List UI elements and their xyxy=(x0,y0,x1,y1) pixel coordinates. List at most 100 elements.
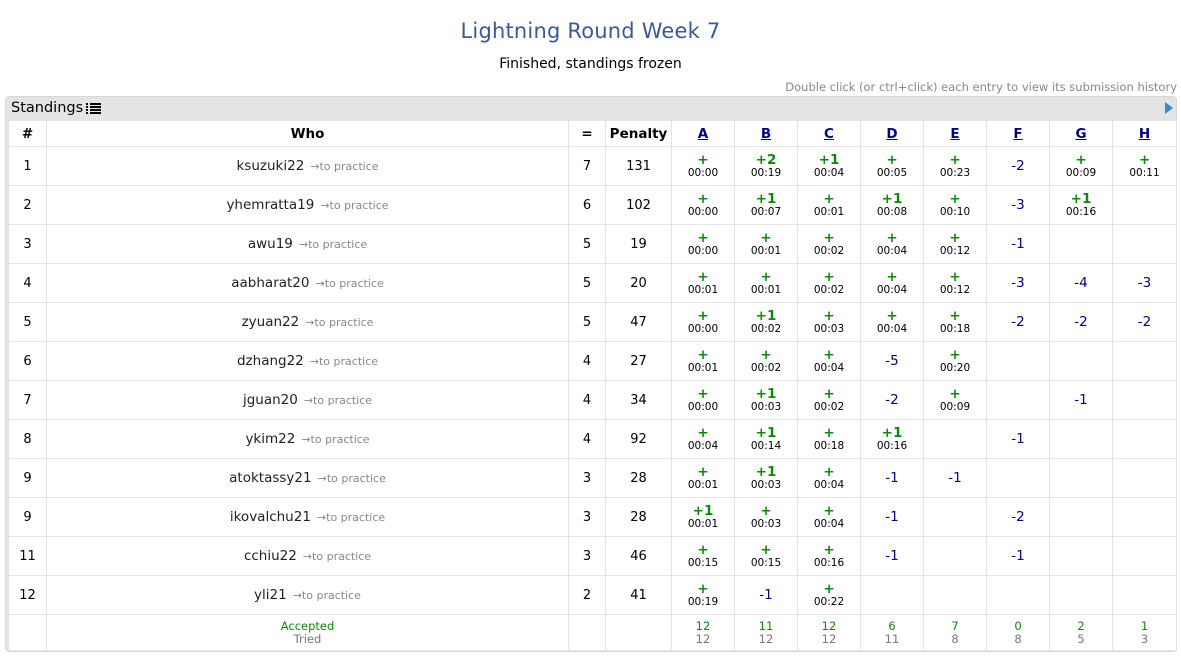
problem-link-d[interactable]: D xyxy=(886,125,898,142)
problem-link-c[interactable]: C xyxy=(824,125,834,142)
list-icon[interactable] xyxy=(86,103,101,115)
to-practice-link[interactable]: →to practice xyxy=(320,199,389,212)
username[interactable]: awu19 xyxy=(247,236,293,252)
result-cell-b[interactable]: +1 00:03 xyxy=(734,458,798,498)
result-cell-f[interactable] xyxy=(986,458,1050,498)
result-cell-b[interactable]: +1 00:14 xyxy=(734,419,798,459)
result-cell-b[interactable]: +00:01 xyxy=(734,224,798,264)
table-row[interactable]: 4 aabharat20 →to practice 5 20 +00:01 +00:01 +0… xyxy=(8,263,1177,303)
result-cell-g[interactable] xyxy=(1049,575,1113,615)
result-cell-b[interactable]: +00:01 xyxy=(734,263,798,303)
result-cell-h[interactable] xyxy=(1112,380,1177,420)
result-cell-b[interactable]: +2 00:19 xyxy=(734,146,798,186)
result-cell-a[interactable]: +00:15 xyxy=(671,536,735,576)
result-cell-g[interactable]: +1 00:16 xyxy=(1049,185,1113,225)
result-cell-f[interactable]: -1 xyxy=(986,224,1050,264)
result-cell-h[interactable] xyxy=(1112,536,1177,576)
table-row[interactable]: 6 dzhang22 →to practice 4 27 +00:01 +00:02 +00:… xyxy=(8,341,1177,381)
result-cell-e[interactable]: +00:23 xyxy=(923,146,987,186)
to-practice-link[interactable]: →to practice xyxy=(315,277,384,290)
result-cell-f[interactable]: -2 xyxy=(986,497,1050,537)
to-practice-link[interactable]: →to practice xyxy=(302,550,372,563)
result-cell-e[interactable]: -1 xyxy=(923,458,987,498)
table-row[interactable]: 8 ykim22 →to practice 4 92 +00:04 +1 00:14 +00:1… xyxy=(8,419,1177,459)
result-cell-c[interactable]: +00:02 xyxy=(797,380,861,420)
problem-link-g[interactable]: G xyxy=(1075,125,1087,142)
result-cell-b[interactable]: -1 xyxy=(734,575,798,615)
result-cell-c[interactable]: +00:02 xyxy=(797,224,861,264)
table-row[interactable]: 12 yli21 →to practice 2 41 +00:19 -1 +00:22 xyxy=(8,575,1177,615)
table-row[interactable]: 11 cchiu22 →to practice 3 46 +00:15 +00:15 +00:… xyxy=(8,536,1177,576)
result-cell-g[interactable] xyxy=(1049,224,1113,264)
result-cell-a[interactable]: +1 00:01 xyxy=(671,497,735,537)
result-cell-d[interactable] xyxy=(860,575,924,615)
result-cell-f[interactable]: -2 xyxy=(986,302,1050,342)
table-row[interactable]: 2 yhemratta19 →to practice 6 102 +00:00 +1 00:0… xyxy=(8,185,1177,225)
result-cell-h[interactable] xyxy=(1112,497,1177,537)
table-row[interactable]: 1 ksuzuki22 →to practice 7 131 +00:00 +2 00:19 +… xyxy=(8,146,1177,186)
result-cell-c[interactable]: +1 00:04 xyxy=(797,146,861,186)
username[interactable]: atoktassy21 xyxy=(229,470,312,486)
result-cell-a[interactable]: +00:19 xyxy=(671,575,735,615)
result-cell-f[interactable]: -2 xyxy=(986,146,1050,186)
problem-link-e[interactable]: E xyxy=(950,125,960,142)
result-cell-e[interactable]: +00:18 xyxy=(923,302,987,342)
result-cell-a[interactable]: +00:01 xyxy=(671,263,735,303)
problem-link-b[interactable]: B xyxy=(760,125,772,142)
result-cell-b[interactable]: +1 00:02 xyxy=(734,302,798,342)
to-practice-link[interactable]: →to practice xyxy=(309,355,379,368)
result-cell-a[interactable]: +00:04 xyxy=(671,419,735,459)
result-cell-c[interactable]: +00:04 xyxy=(797,458,861,498)
result-cell-c[interactable]: +00:01 xyxy=(797,185,861,225)
result-cell-h[interactable] xyxy=(1112,341,1177,381)
table-row[interactable]: 7 jguan20 →to practice 4 34 +00:00 +1 00:03 +00:… xyxy=(8,380,1177,420)
problem-link-h[interactable]: H xyxy=(1138,125,1151,142)
result-cell-a[interactable]: +00:00 xyxy=(671,185,735,225)
username[interactable]: aabharat20 xyxy=(231,275,310,291)
to-practice-link[interactable]: →to practice xyxy=(292,589,361,602)
result-cell-g[interactable]: +00:09 xyxy=(1049,146,1113,186)
result-cell-d[interactable]: +00:04 xyxy=(860,224,924,264)
result-cell-f[interactable]: -3 xyxy=(986,263,1050,303)
result-cell-e[interactable] xyxy=(923,419,987,459)
result-cell-h[interactable]: -3 xyxy=(1112,263,1177,303)
to-practice-link[interactable]: →to practice xyxy=(316,511,386,524)
result-cell-h[interactable]: -2 xyxy=(1112,302,1177,342)
problem-link-a[interactable]: A xyxy=(697,125,709,142)
result-cell-f[interactable] xyxy=(986,575,1050,615)
result-cell-b[interactable]: +00:03 xyxy=(734,497,798,537)
result-cell-a[interactable]: +00:00 xyxy=(671,146,735,186)
result-cell-f[interactable]: -1 xyxy=(986,419,1050,459)
result-cell-e[interactable]: +00:10 xyxy=(923,185,987,225)
to-practice-link[interactable]: →to practice xyxy=(305,316,374,329)
result-cell-b[interactable]: +1 00:07 xyxy=(734,185,798,225)
result-cell-h[interactable]: +00:11 xyxy=(1112,146,1177,186)
result-cell-c[interactable]: +00:04 xyxy=(797,341,861,381)
username[interactable]: ksuzuki22 xyxy=(236,158,305,174)
result-cell-d[interactable]: +00:04 xyxy=(860,263,924,303)
result-cell-d[interactable]: -2 xyxy=(860,380,924,420)
result-cell-h[interactable] xyxy=(1112,419,1177,459)
result-cell-g[interactable]: -4 xyxy=(1049,263,1113,303)
result-cell-c[interactable]: +00:18 xyxy=(797,419,861,459)
result-cell-e[interactable]: +00:12 xyxy=(923,224,987,264)
result-cell-e[interactable] xyxy=(923,536,987,576)
result-cell-e[interactable]: +00:12 xyxy=(923,263,987,303)
result-cell-g[interactable]: -2 xyxy=(1049,302,1113,342)
result-cell-d[interactable]: +1 00:16 xyxy=(860,419,924,459)
result-cell-g[interactable] xyxy=(1049,458,1113,498)
result-cell-c[interactable]: +00:04 xyxy=(797,497,861,537)
result-cell-d[interactable]: -5 xyxy=(860,341,924,381)
result-cell-g[interactable]: -1 xyxy=(1049,380,1113,420)
result-cell-a[interactable]: +00:00 xyxy=(671,224,735,264)
result-cell-a[interactable]: +00:00 xyxy=(671,380,735,420)
result-cell-f[interactable]: -1 xyxy=(986,536,1050,576)
table-row[interactable]: 3 awu19 →to practice 5 19 +00:00 +00:01 +00:02 +… xyxy=(8,224,1177,264)
result-cell-c[interactable]: +00:03 xyxy=(797,302,861,342)
username[interactable]: yli21 xyxy=(254,587,287,603)
table-row[interactable]: 5 zyuan22 →to practice 5 47 +00:00 +1 00:02 +00:… xyxy=(8,302,1177,342)
result-cell-e[interactable]: +00:20 xyxy=(923,341,987,381)
to-practice-link[interactable]: →to practice xyxy=(310,160,379,173)
table-row[interactable]: 9 atoktassy21 →to practice 3 28 +00:01 +1 00:03… xyxy=(8,458,1177,498)
table-row[interactable]: 9 ikovalchu21 →to practice 3 28 +1 00:01 +00:03… xyxy=(8,497,1177,537)
